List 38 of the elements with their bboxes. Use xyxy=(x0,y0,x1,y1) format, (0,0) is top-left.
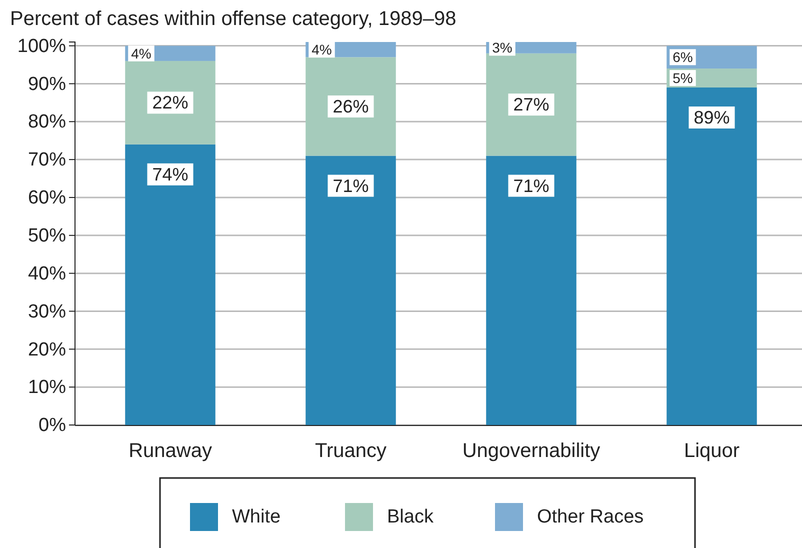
data-label: 4% xyxy=(131,45,152,62)
data-label: 26% xyxy=(332,96,369,116)
y-tick-label: 80% xyxy=(28,112,66,133)
y-tick-label: 100% xyxy=(17,36,66,57)
bar xyxy=(486,53,576,156)
y-tick-label: 60% xyxy=(28,188,66,209)
y-tick-label: 30% xyxy=(28,301,66,322)
data-label: 22% xyxy=(152,92,188,113)
bar xyxy=(306,156,396,425)
legend-label: Other Races xyxy=(537,506,644,528)
bar xyxy=(125,60,216,144)
data-label: 6% xyxy=(672,49,693,66)
x-tick-label: Truancy xyxy=(314,440,387,462)
bar xyxy=(486,156,576,425)
x-tick-label: Ungovernability xyxy=(462,440,600,462)
x-tick-label: Runaway xyxy=(128,440,212,462)
y-tick-label: 40% xyxy=(28,263,66,284)
y-tick-label: 20% xyxy=(28,339,66,360)
bar xyxy=(666,88,757,425)
data-label: 27% xyxy=(513,94,550,115)
bar xyxy=(125,144,216,425)
x-tick-label: Liquor xyxy=(684,440,740,462)
data-label: 71% xyxy=(513,176,550,196)
y-tick-label: 70% xyxy=(28,150,66,171)
legend-label: White xyxy=(232,506,281,528)
data-label: 3% xyxy=(492,40,512,56)
legend-label: Black xyxy=(387,506,434,528)
bar xyxy=(306,57,396,156)
y-tick-label: 50% xyxy=(28,225,66,246)
y-tick-label: 90% xyxy=(28,74,66,95)
data-label: 74% xyxy=(152,164,188,184)
chart-title: Percent of cases within offense category, 1989–98 xyxy=(10,8,456,30)
data-label: 89% xyxy=(694,108,730,128)
data-label: 71% xyxy=(332,176,369,196)
y-tick-label: 10% xyxy=(28,377,66,398)
data-label: 5% xyxy=(672,70,693,86)
y-tick-label: 0% xyxy=(38,415,66,436)
data-label: 4% xyxy=(312,42,332,58)
